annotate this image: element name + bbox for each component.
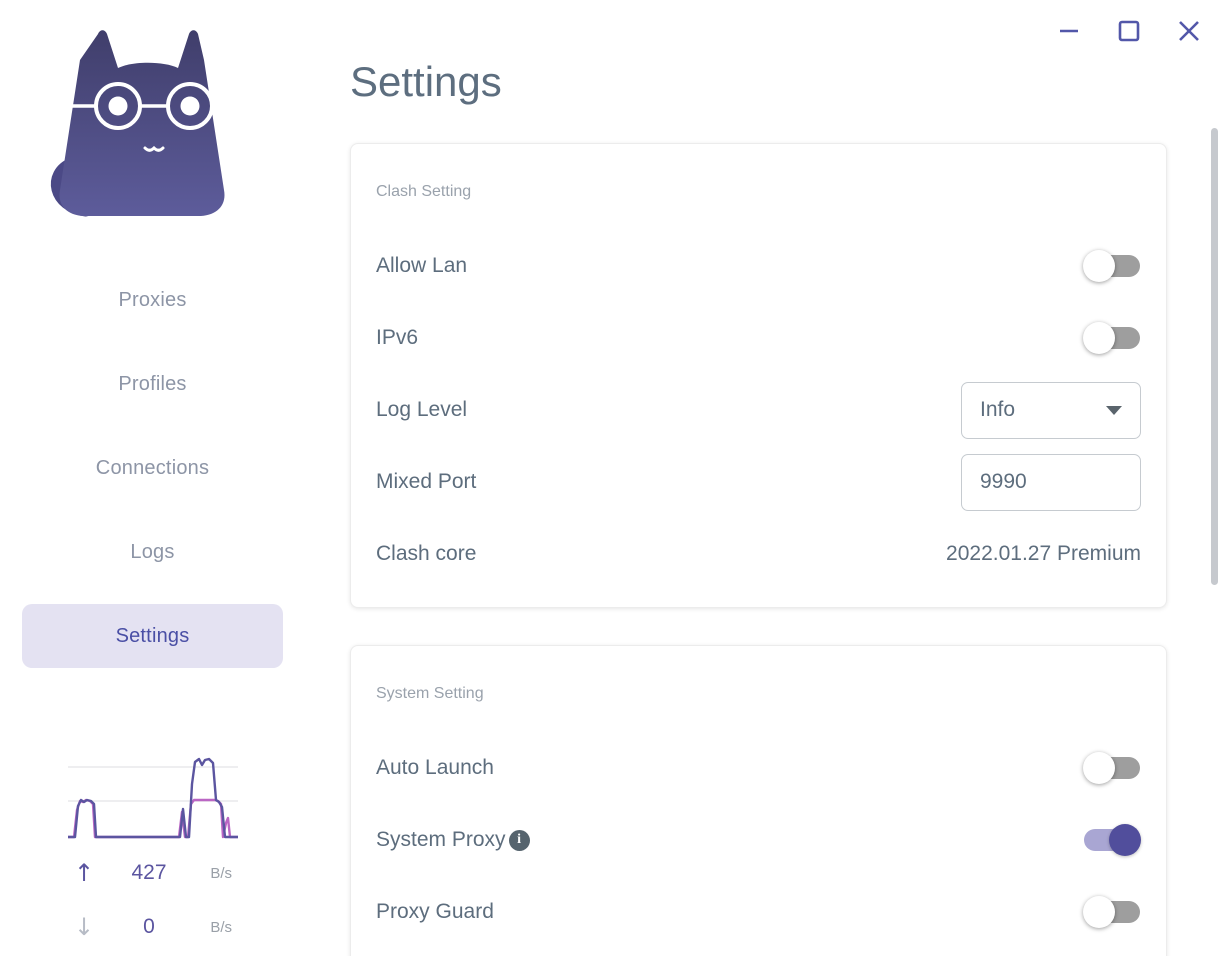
minimize-button[interactable] <box>1052 14 1086 48</box>
allow-lan-label: Allow Lan <box>376 254 468 277</box>
clash-cat-logo <box>46 26 236 220</box>
toggle-thumb <box>1109 824 1141 856</box>
sidebar: Proxies Profiles Connections Logs Settin… <box>0 0 305 956</box>
clash-core-label: Clash core <box>376 542 477 565</box>
cat-glasses-left <box>94 82 142 130</box>
ipv6-toggle[interactable] <box>1083 322 1141 354</box>
download-stat: ↓ 0 B/s <box>58 912 240 942</box>
sidebar-nav: Proxies Profiles Connections Logs Settin… <box>22 268 283 668</box>
cat-body <box>59 30 225 216</box>
sidebar-item-label: Proxies <box>118 288 187 311</box>
system-proxy-label: System Proxy i <box>376 828 530 852</box>
setting-row-ipv6: IPv6 <box>376 302 1141 374</box>
mixed-port-label: Mixed Port <box>376 470 477 493</box>
log-level-value: Info <box>980 398 1016 421</box>
sidebar-item-logs[interactable]: Logs <box>22 520 283 584</box>
card-title-system-setting: System Setting <box>376 685 484 702</box>
toggle-thumb <box>1083 896 1115 928</box>
cat-glasses-right <box>166 82 214 130</box>
scrollbar[interactable] <box>1211 128 1218 585</box>
system-proxy-label-text: System Proxy <box>376 828 506 851</box>
allow-lan-toggle[interactable] <box>1083 250 1141 282</box>
sidebar-item-label: Settings <box>115 624 190 647</box>
sidebar-item-proxies[interactable]: Proxies <box>22 268 283 332</box>
setting-row-log-level: Log Level Info <box>376 374 1141 446</box>
upload-unit: B/s <box>210 864 232 882</box>
upload-arrow-icon: ↑ <box>73 859 95 887</box>
system-setting-card: System Setting Auto Launch System Proxy … <box>350 645 1167 956</box>
clash-core-version: 2022.01.27 Premium <box>946 542 1141 565</box>
log-level-select[interactable]: Info <box>961 381 1141 439</box>
window-controls <box>1052 14 1206 48</box>
toggle-thumb <box>1083 752 1115 784</box>
sidebar-item-profiles[interactable]: Profiles <box>22 352 283 416</box>
clash-setting-card: Clash Setting Allow Lan IPv6 Log Level I… <box>350 143 1167 608</box>
page-title: Settings <box>350 58 502 105</box>
upload-value: 427 <box>131 861 167 884</box>
setting-row-system-proxy: System Proxy i <box>376 804 1141 876</box>
traffic-series-upload <box>68 757 238 839</box>
mixed-port-input[interactable] <box>961 453 1141 511</box>
sidebar-item-label: Logs <box>130 540 175 563</box>
ipv6-label: IPv6 <box>376 326 419 349</box>
download-arrow-icon: ↓ <box>73 913 95 941</box>
sidebar-item-settings[interactable]: Settings <box>22 604 283 668</box>
sidebar-item-label: Connections <box>95 456 210 479</box>
close-icon <box>1179 21 1199 41</box>
close-button[interactable] <box>1172 14 1206 48</box>
sidebar-item-connections[interactable]: Connections <box>22 436 283 500</box>
toggle-thumb <box>1083 322 1115 354</box>
setting-row-proxy-guard: Proxy Guard <box>376 876 1141 948</box>
cat-smile <box>143 145 165 152</box>
maximize-button[interactable] <box>1112 14 1146 48</box>
upload-stat: ↑ 427 B/s <box>58 858 240 888</box>
setting-row-allow-lan: Allow Lan <box>376 230 1141 302</box>
maximize-icon <box>1118 20 1140 42</box>
cat-eye-right <box>180 96 200 116</box>
chevron-down-icon <box>1106 405 1122 415</box>
info-icon[interactable]: i <box>508 829 530 851</box>
system-proxy-toggle[interactable] <box>1083 824 1141 856</box>
setting-row-auto-launch: Auto Launch <box>376 732 1141 804</box>
setting-row-mixed-port: Mixed Port <box>376 446 1141 518</box>
card-title-clash-setting: Clash Setting <box>376 183 472 200</box>
traffic-graph <box>68 757 238 839</box>
cat-eye-left <box>108 96 128 116</box>
proxy-guard-toggle[interactable] <box>1083 896 1141 928</box>
download-value: 0 <box>143 915 155 938</box>
toggle-thumb <box>1083 250 1115 282</box>
proxy-guard-label: Proxy Guard <box>376 900 494 923</box>
minimize-icon <box>1060 29 1078 33</box>
auto-launch-label: Auto Launch <box>376 756 494 779</box>
setting-row-clash-core: Clash core 2022.01.27 Premium <box>376 518 1141 590</box>
sidebar-item-label: Profiles <box>118 372 187 395</box>
auto-launch-toggle[interactable] <box>1083 752 1141 784</box>
log-level-label: Log Level <box>376 398 468 421</box>
download-unit: B/s <box>210 918 232 936</box>
